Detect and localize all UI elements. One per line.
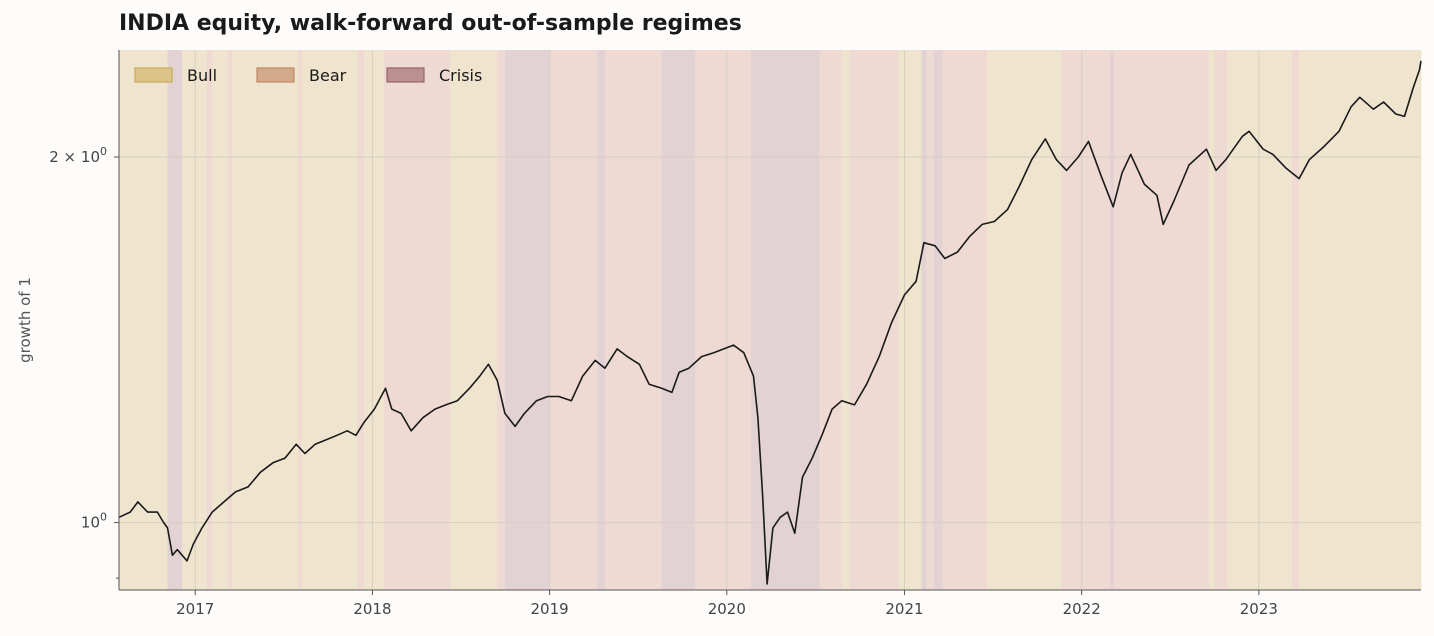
regime-band-bull bbox=[195, 50, 208, 590]
regime-band-bear bbox=[357, 50, 365, 590]
regime-band-bear bbox=[695, 50, 752, 590]
regime-band-crisis bbox=[504, 50, 551, 590]
regime-band-bear bbox=[1061, 50, 1111, 590]
series-layer bbox=[118, 60, 1422, 585]
legend-item-bull: Bull bbox=[134, 66, 217, 85]
legend-swatch bbox=[256, 67, 295, 83]
y-tick-label: 2 × 100 bbox=[49, 145, 107, 166]
regime-band-crisis bbox=[1110, 50, 1115, 590]
legend-item-bear: Bear bbox=[256, 66, 347, 85]
x-tick-label: 2018 bbox=[353, 600, 391, 618]
regime-band-bear bbox=[1291, 50, 1300, 590]
regime-band-bull bbox=[1208, 50, 1215, 590]
regime-band-bull bbox=[1227, 50, 1293, 590]
regime-band-bull bbox=[182, 50, 196, 590]
regime-band-crisis bbox=[921, 50, 927, 590]
series-line bbox=[118, 60, 1422, 585]
regime-band-bear bbox=[206, 50, 213, 590]
regime-bands bbox=[119, 50, 1422, 590]
regime-band-crisis bbox=[167, 50, 183, 590]
x-tick-label: 2017 bbox=[176, 600, 214, 618]
regime-band-bull bbox=[450, 50, 461, 590]
x-tick-label: 2022 bbox=[1063, 600, 1101, 618]
regime-band-bear bbox=[819, 50, 843, 590]
regime-band-bear bbox=[228, 50, 233, 590]
legend-swatch bbox=[386, 67, 425, 83]
regime-band-crisis bbox=[751, 50, 820, 590]
regime-band-bull bbox=[987, 50, 1062, 590]
regime-band-bear bbox=[384, 50, 451, 590]
regime-band-crisis bbox=[934, 50, 943, 590]
regime-band-bull bbox=[232, 50, 299, 590]
legend-item-crisis: Crisis bbox=[386, 66, 482, 85]
legend-label: Bull bbox=[187, 66, 217, 85]
regime-band-crisis bbox=[661, 50, 696, 590]
regime-band-bear bbox=[1214, 50, 1228, 590]
regime-band-bull bbox=[841, 50, 851, 590]
chart-title: INDIA equity, walk-forward out-of-sample… bbox=[119, 11, 742, 36]
grid-lines bbox=[119, 50, 1421, 590]
regime-band-bear bbox=[604, 50, 663, 590]
regime-band-crisis bbox=[597, 50, 606, 590]
regime-band-bear bbox=[549, 50, 599, 590]
x-tick-label: 2021 bbox=[885, 600, 923, 618]
legend-label: Bear bbox=[309, 66, 347, 85]
legend-label: Crisis bbox=[439, 66, 482, 85]
y-tick-label: 100 bbox=[81, 511, 107, 532]
regime-band-bull bbox=[1299, 50, 1422, 590]
legend: Bull Bear Crisis bbox=[134, 66, 482, 85]
regime-band-bear bbox=[497, 50, 506, 590]
regime-band-bear bbox=[942, 50, 988, 590]
regime-band-bull bbox=[364, 50, 385, 590]
regime-band-bull bbox=[460, 50, 498, 590]
regime-band-bear bbox=[849, 50, 900, 590]
regime-band-bull bbox=[119, 50, 168, 590]
x-tick-label: 2020 bbox=[708, 600, 746, 618]
x-tick-label: 2019 bbox=[531, 600, 569, 618]
regime-band-bear bbox=[298, 50, 302, 590]
regime-band-bull bbox=[212, 50, 229, 590]
regime-band-bull bbox=[898, 50, 922, 590]
regime-band-bear bbox=[926, 50, 935, 590]
regime-band-bull bbox=[301, 50, 358, 590]
legend-swatch bbox=[134, 67, 173, 83]
regime-band-bear bbox=[1113, 50, 1210, 590]
y-axis-label: growth of 1 bbox=[16, 277, 34, 363]
x-tick-label: 2023 bbox=[1240, 600, 1278, 618]
axes: 2017 2018 2019 2020 2021 2022 2023 100 2 × 100 bbox=[49, 50, 1421, 618]
